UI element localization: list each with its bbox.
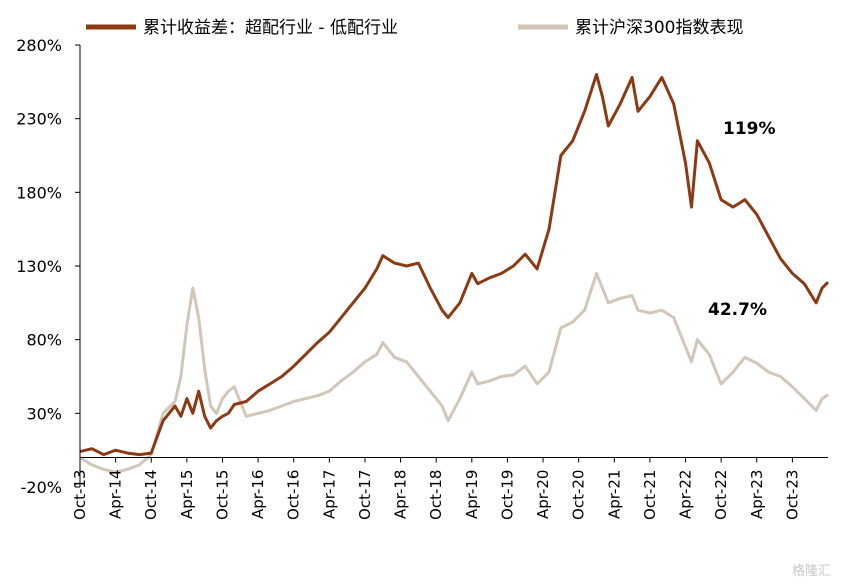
x-tick-label: Apr-14 xyxy=(107,470,125,520)
x-tick-label: Apr-18 xyxy=(392,470,410,520)
x-tick-label: Oct-17 xyxy=(356,470,374,520)
y-tick-label: 230% xyxy=(16,110,62,129)
x-tick-label: Oct-18 xyxy=(427,470,445,520)
y-tick-label: 130% xyxy=(16,257,62,276)
series-line-main xyxy=(79,73,830,457)
x-tick-label: Oct-22 xyxy=(712,470,730,520)
watermark-logo: 格隆汇 xyxy=(792,563,831,579)
x-tick-label: Apr-22 xyxy=(677,470,695,520)
x-tick-label: Apr-16 xyxy=(249,470,267,520)
x-tick-label: Apr-19 xyxy=(463,470,481,520)
y-tick-label: -20% xyxy=(21,478,62,497)
annotation-main-end: 119% xyxy=(723,119,776,139)
y-tick-label: 280% xyxy=(16,36,62,55)
x-tick-label: Oct-16 xyxy=(285,470,303,520)
x-tick-label: Oct-19 xyxy=(498,470,516,520)
x-tick-label: Apr-21 xyxy=(605,470,623,520)
x-tick-label: Oct-21 xyxy=(641,470,659,520)
x-tick-label: Oct-15 xyxy=(214,470,232,520)
x-tick-label: Oct-14 xyxy=(142,470,160,520)
plot-area xyxy=(79,73,830,474)
annotation-index-end: 42.7% xyxy=(708,300,767,320)
legend-label-main: 累计收益差：超配行业 - 低配行业 xyxy=(143,18,398,38)
x-tick-label: Apr-17 xyxy=(320,470,338,520)
series-line-index xyxy=(79,271,829,474)
x-tick-label: Oct-13 xyxy=(71,470,89,520)
x-tick-label: Oct-20 xyxy=(570,470,588,520)
y-axis: -20% 30% 80% 130% 180% 230% 280% xyxy=(16,36,62,497)
legend: 累计收益差：超配行业 - 低配行业 累计沪深300指数表现 xyxy=(86,18,743,38)
x-tick-label: Apr-15 xyxy=(178,470,196,520)
x-tick-label: Apr-23 xyxy=(748,470,766,520)
y-tick-label: 180% xyxy=(16,183,62,202)
axes xyxy=(75,44,828,488)
legend-label-index: 累计沪深300指数表现 xyxy=(575,18,743,38)
y-tick-label: 30% xyxy=(26,404,62,423)
y-tick-label: 80% xyxy=(26,331,62,350)
x-axis: Oct-13 Apr-14 Oct-14 Apr-15 Oct-15 Apr-16 Oct-… xyxy=(71,457,801,520)
x-tick-label: Apr-20 xyxy=(534,470,552,520)
x-tick-label: Oct-23 xyxy=(783,470,801,520)
